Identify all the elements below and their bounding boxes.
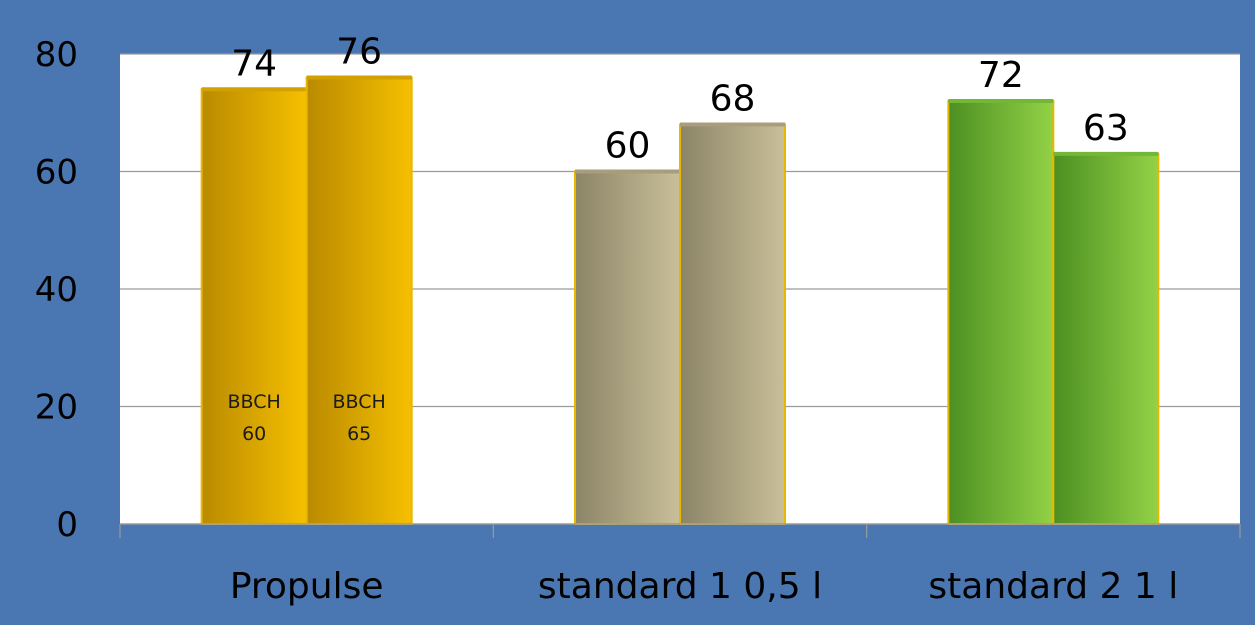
y-tick-label: 20 xyxy=(35,388,78,428)
data-labels: 74 76 60 68 72 63 BBCH 60 BBCH 65 xyxy=(228,32,1129,446)
data-label: 72 xyxy=(978,55,1024,96)
data-label: 60 xyxy=(605,126,651,167)
bar-top-edge xyxy=(948,99,1054,103)
y-tick-label: 0 xyxy=(56,505,78,545)
axes: 0 20 40 60 80 Propulse standard 1 0,5 l standar… xyxy=(35,35,1241,607)
bar xyxy=(947,100,1055,525)
bar-top-edge xyxy=(306,75,412,80)
bar-top-edge xyxy=(201,87,307,92)
bar-annotation: BBCH xyxy=(333,391,386,413)
y-tick-label: 40 xyxy=(35,270,78,310)
bar-annotation: 60 xyxy=(242,423,266,445)
bar xyxy=(200,88,308,525)
data-label: 74 xyxy=(231,43,277,84)
y-tick-label: 60 xyxy=(35,153,78,193)
x-category-label: standard 1 0,5 l xyxy=(538,566,822,607)
x-category-label: Propulse xyxy=(230,566,384,607)
data-label: 63 xyxy=(1083,108,1129,149)
data-label: 68 xyxy=(710,79,756,120)
x-category-label: standard 2 1 l xyxy=(928,566,1178,607)
bar-top-edge xyxy=(575,169,680,174)
bar-top-edge xyxy=(1053,151,1159,156)
bar-annotation: BBCH xyxy=(228,391,281,413)
bar xyxy=(305,76,413,525)
bar xyxy=(574,170,681,525)
data-label: 76 xyxy=(336,32,382,73)
bar-top-edge xyxy=(680,122,785,127)
bar xyxy=(679,123,786,525)
bars xyxy=(200,75,1160,525)
bar-annotation: 65 xyxy=(347,423,371,445)
bar xyxy=(1052,152,1160,525)
y-tick-label: 80 xyxy=(35,35,78,75)
